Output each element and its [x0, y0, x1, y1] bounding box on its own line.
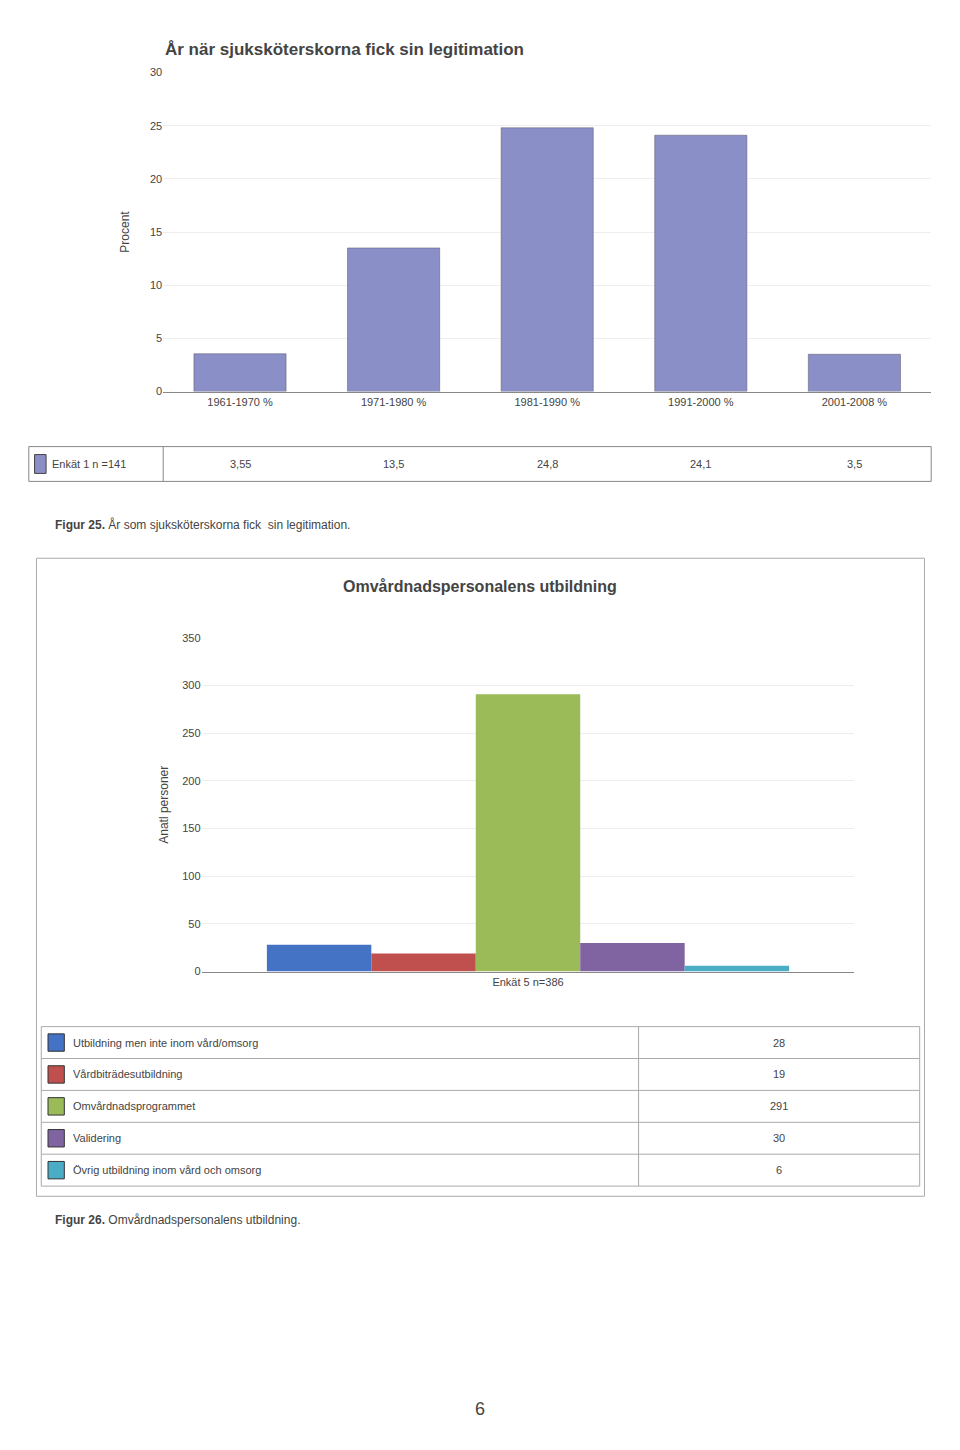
- svg-text:5: 5: [156, 332, 162, 344]
- svg-text:13,5: 13,5: [383, 458, 404, 470]
- svg-text:Enkät 1 n =141: Enkät 1 n =141: [52, 458, 126, 470]
- svg-text:150: 150: [182, 822, 200, 834]
- svg-text:År när sjuksköterskorna fick s: År när sjuksköterskorna fick sin legitim…: [165, 40, 524, 59]
- svg-text:Utbildning men inte inom vård/: Utbildning men inte inom vård/omsorg: [73, 1037, 258, 1049]
- svg-text:Enkät 5 n=386: Enkät 5 n=386: [492, 976, 563, 988]
- svg-text:Övrig utbildning inom vård och: Övrig utbildning inom vård och omsorg: [73, 1164, 261, 1176]
- svg-text:1971-1980 %: 1971-1980 %: [361, 396, 427, 408]
- svg-text:Vårdbiträdesutbildning: Vårdbiträdesutbildning: [73, 1068, 182, 1080]
- svg-text:6: 6: [776, 1164, 782, 1176]
- svg-text:1961-1970 %: 1961-1970 %: [207, 396, 273, 408]
- svg-text:3,55: 3,55: [230, 458, 251, 470]
- svg-text:350: 350: [182, 632, 200, 644]
- svg-text:3,5: 3,5: [847, 458, 862, 470]
- svg-text:19: 19: [773, 1068, 785, 1080]
- svg-text:200: 200: [182, 775, 200, 787]
- svg-text:Omvårdnadspersonalens utbildni: Omvårdnadspersonalens utbildning: [343, 578, 617, 595]
- svg-text:Figur 26. Omvårdnadspersonalen: Figur 26. Omvårdnadspersonalens utbildni…: [55, 1213, 300, 1227]
- svg-text:Omvårdnadsprogrammet: Omvårdnadsprogrammet: [73, 1100, 195, 1112]
- svg-text:28: 28: [773, 1037, 785, 1049]
- svg-text:Figur 25. År som sjukskötersko: Figur 25. År som sjuksköterskorna fick s…: [55, 517, 350, 532]
- svg-text:1981-1990 %: 1981-1990 %: [514, 396, 580, 408]
- svg-text:24,1: 24,1: [690, 458, 711, 470]
- svg-text:100: 100: [182, 870, 200, 882]
- svg-text:0: 0: [194, 965, 200, 977]
- svg-text:30: 30: [773, 1132, 785, 1144]
- svg-text:15: 15: [150, 226, 162, 238]
- svg-text:24,8: 24,8: [537, 458, 558, 470]
- svg-text:6: 6: [475, 1399, 485, 1419]
- svg-text:50: 50: [188, 918, 200, 930]
- svg-text:20: 20: [150, 173, 162, 185]
- svg-text:Procent: Procent: [118, 211, 132, 253]
- svg-text:291: 291: [770, 1100, 788, 1112]
- svg-text:1991-2000 %: 1991-2000 %: [668, 396, 734, 408]
- svg-text:25: 25: [150, 120, 162, 132]
- svg-text:250: 250: [182, 727, 200, 739]
- svg-text:10: 10: [150, 279, 162, 291]
- svg-text:30: 30: [150, 66, 162, 78]
- svg-text:2001-2008 %: 2001-2008 %: [822, 396, 888, 408]
- svg-text:Validering: Validering: [73, 1132, 121, 1144]
- svg-text:300: 300: [182, 679, 200, 691]
- svg-text:0: 0: [156, 385, 162, 397]
- svg-text:Anatl personer: Anatl personer: [157, 766, 171, 844]
